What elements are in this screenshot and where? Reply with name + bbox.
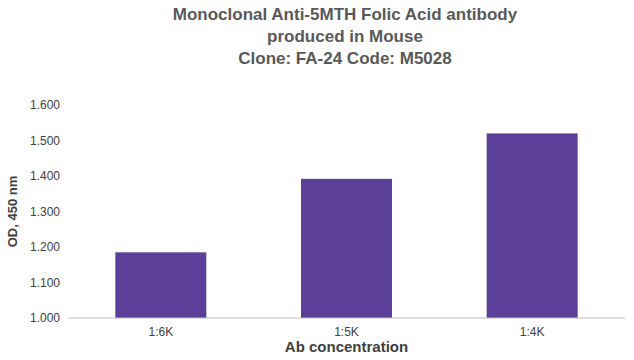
title-line: Monoclonal Anti-5MTH Folic Acid antibody: [173, 5, 518, 24]
x-tick-label: 1:5K: [334, 325, 359, 339]
y-tick-label: 1.000: [30, 311, 60, 325]
y-tick-label: 1.500: [30, 134, 60, 148]
y-tick-label: 1.100: [30, 276, 60, 290]
title: Monoclonal Anti-5MTH Folic Acid antibody…: [173, 5, 518, 46]
bar: [115, 252, 206, 318]
y-tick-label: 1.200: [30, 240, 60, 254]
chart: Monoclonal Anti-5MTH Folic Acid antibody…: [0, 0, 634, 360]
x-tick-label: 1:4K: [520, 325, 545, 339]
y-tick-label: 1.600: [30, 98, 60, 112]
y-tick-label: 1.400: [30, 169, 60, 183]
x-axis-title: Ab concentration: [285, 338, 408, 355]
subtitle: Clone: FA-24 Code: M5028: [238, 49, 452, 68]
bars: [115, 133, 577, 318]
bar: [301, 179, 392, 318]
y-axis-title: OD, 450 nm: [5, 176, 20, 248]
x-tick-label: 1:6K: [148, 325, 173, 339]
title-line: produced in Mouse: [267, 27, 423, 46]
bar: [487, 133, 578, 318]
y-tick-label: 1.300: [30, 205, 60, 219]
x-axis-line: [68, 318, 625, 319]
